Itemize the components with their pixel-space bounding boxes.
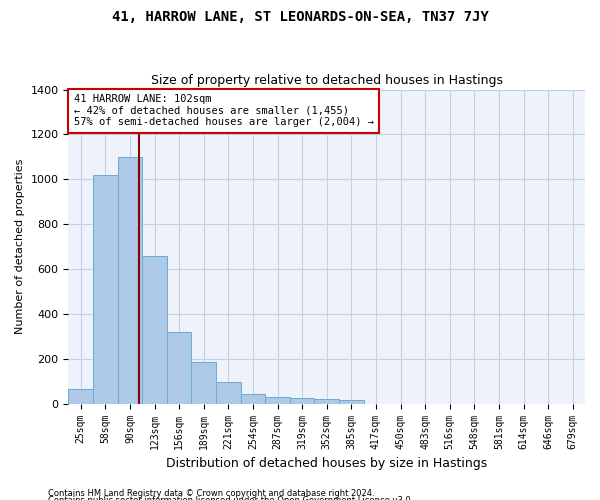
Bar (290, 398, 314, 404)
Bar (68, 389, 93, 404)
Bar (142, 256, 167, 404)
Bar (93, 175, 118, 404)
Text: 41 HARROW LANE: 102sqm
← 42% of detached houses are smaller (1,455)
57% of semi-: 41 HARROW LANE: 102sqm ← 42% of detached… (74, 94, 374, 128)
Text: Contains HM Land Registry data © Crown copyright and database right 2024.: Contains HM Land Registry data © Crown c… (48, 488, 374, 498)
Bar (216, 382, 241, 404)
Y-axis label: Number of detached properties: Number of detached properties (15, 159, 25, 334)
Bar (118, 157, 142, 404)
Bar (265, 397, 290, 404)
Bar (167, 332, 191, 404)
Title: Size of property relative to detached houses in Hastings: Size of property relative to detached ho… (151, 74, 503, 87)
Bar (314, 399, 339, 404)
Bar (191, 362, 216, 404)
Bar (339, 400, 364, 404)
Bar (241, 394, 265, 404)
Text: 41, HARROW LANE, ST LEONARDS-ON-SEA, TN37 7JY: 41, HARROW LANE, ST LEONARDS-ON-SEA, TN3… (112, 10, 488, 24)
X-axis label: Distribution of detached houses by size in Hastings: Distribution of detached houses by size … (166, 457, 487, 470)
Text: Contains public sector information licensed under the Open Government Licence v3: Contains public sector information licen… (48, 496, 413, 500)
